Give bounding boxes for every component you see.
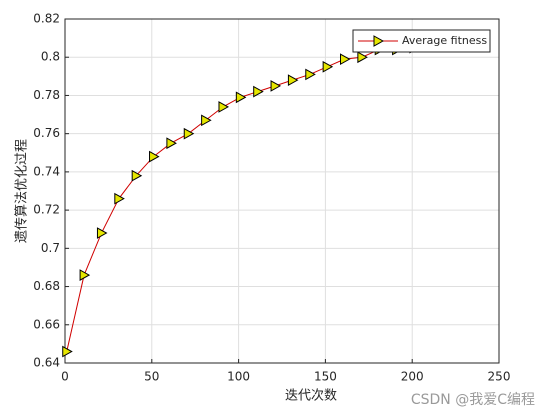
y-tick-label: 0.64 xyxy=(33,356,60,370)
data-marker xyxy=(79,269,91,281)
x-axis-label: 迭代次数 xyxy=(285,388,337,404)
y-tick-label: 0.78 xyxy=(33,88,60,102)
data-marker xyxy=(322,60,334,73)
y-tick-label: 0.8 xyxy=(41,50,60,64)
legend-box xyxy=(352,29,491,53)
x-tick-label: 0 xyxy=(61,370,69,384)
legend-label: Average fitness xyxy=(402,34,487,47)
data-marker xyxy=(96,227,108,239)
data-marker xyxy=(270,80,282,92)
data-marker xyxy=(235,91,247,104)
axes-box xyxy=(64,18,500,364)
data-marker xyxy=(218,101,230,113)
x-tick-label: 50 xyxy=(144,370,159,384)
y-tick-label: 0.74 xyxy=(33,164,60,178)
legend: Average fitness xyxy=(352,29,491,53)
data-marker xyxy=(201,114,212,127)
y-tick-label: 0.68 xyxy=(33,279,60,293)
data-marker xyxy=(114,192,125,205)
y-tick-label: 0.7 xyxy=(41,241,60,255)
data-marker xyxy=(305,68,316,81)
plot-area xyxy=(65,19,499,363)
y-tick-label: 0.72 xyxy=(33,203,60,217)
legend-marker xyxy=(373,35,385,47)
x-tick-label: 250 xyxy=(488,370,511,384)
y-axis-label: 遗传算法优化过程 xyxy=(15,139,30,243)
x-tick-label: 150 xyxy=(314,370,337,384)
y-tick-label: 0.76 xyxy=(33,126,60,140)
y-tick-label: 0.66 xyxy=(33,317,60,331)
watermark: CSDN @我爱C编程 xyxy=(411,392,535,408)
y-tick-label: 0.82 xyxy=(33,12,60,26)
data-marker xyxy=(357,51,368,64)
x-tick-label: 100 xyxy=(227,370,250,384)
data-marker xyxy=(166,137,177,150)
data-marker xyxy=(287,74,299,87)
data-marker xyxy=(339,53,351,65)
data-marker xyxy=(253,85,264,98)
data-marker xyxy=(149,150,160,163)
data-marker xyxy=(62,345,73,358)
x-tick-label: 200 xyxy=(401,370,424,384)
data-marker xyxy=(131,169,143,182)
data-marker xyxy=(183,127,195,140)
